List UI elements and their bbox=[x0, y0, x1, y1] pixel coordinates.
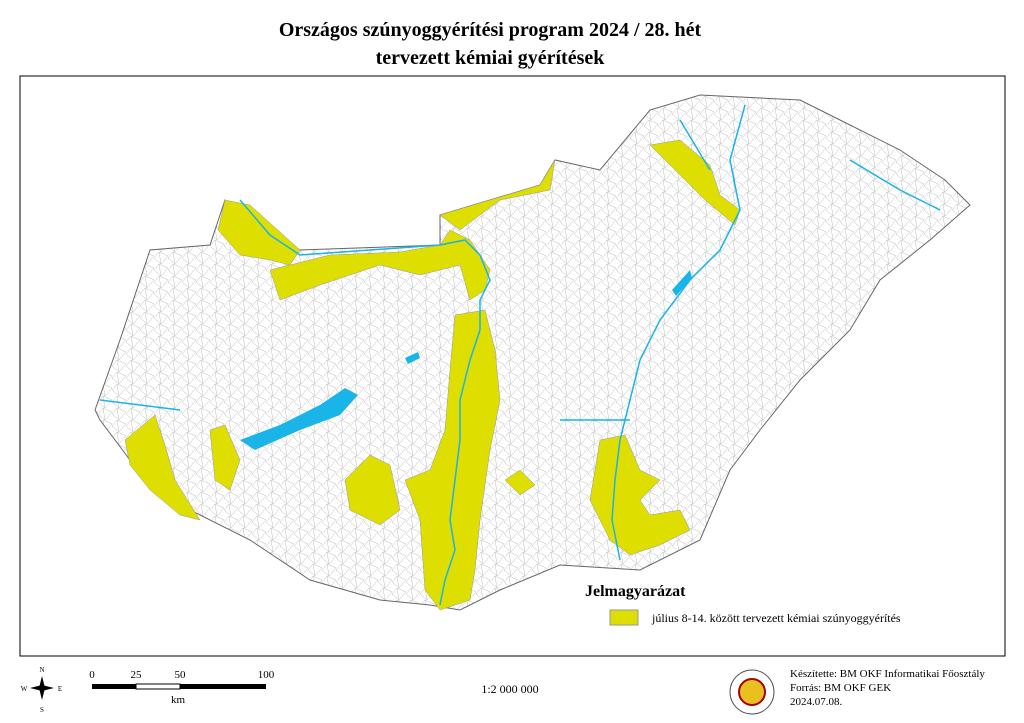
compass-s: S bbox=[40, 706, 44, 714]
logo-center bbox=[738, 678, 766, 706]
map-frame bbox=[19, 75, 1006, 657]
treated-area bbox=[209, 424, 241, 491]
title-line-1: Országos szúnyoggyérítési program 2024 /… bbox=[279, 19, 702, 41]
scale-bar: 0 25 50 100 km bbox=[89, 669, 275, 706]
compass-w: W bbox=[21, 685, 28, 693]
legend-item: július 8-14. között tervezett kémiai szú… bbox=[651, 611, 901, 625]
map-scale: 1:2 000 000 bbox=[481, 682, 538, 696]
treated-area bbox=[589, 434, 691, 556]
compass-e: E bbox=[58, 685, 62, 693]
treated-area bbox=[124, 414, 201, 521]
river-tisza bbox=[611, 104, 746, 561]
scale-label: 100 bbox=[258, 669, 275, 681]
compass-n: N bbox=[39, 666, 44, 674]
compass-rose bbox=[30, 676, 54, 700]
legend-title: Jelmagyarázat bbox=[585, 583, 686, 600]
scale-segment bbox=[92, 684, 136, 689]
scale-unit: km bbox=[171, 694, 186, 706]
title-line-2: tervezett kémiai gyérítések bbox=[376, 47, 606, 69]
scale-label: 50 bbox=[175, 669, 187, 681]
logo bbox=[729, 669, 775, 715]
treated-area bbox=[217, 199, 301, 266]
credit-date: 2024.07.08. bbox=[790, 696, 843, 708]
scale-label: 25 bbox=[131, 669, 143, 681]
scale-segment bbox=[135, 683, 181, 690]
credit-author: Készítette: BM OKF Informatikai Főosztál… bbox=[790, 668, 985, 680]
scale-segment bbox=[180, 684, 266, 689]
river bbox=[99, 119, 941, 421]
scale-label: 0 bbox=[89, 669, 95, 681]
credit-source: Forrás: BM OKF GEK bbox=[790, 682, 891, 694]
legend-swatch bbox=[609, 609, 639, 626]
country-outline bbox=[94, 94, 971, 611]
hungary-map bbox=[94, 94, 971, 611]
treated-area bbox=[439, 159, 556, 231]
river-danube bbox=[239, 199, 491, 606]
treated-area bbox=[504, 469, 536, 496]
treated-area bbox=[344, 454, 401, 526]
lake-balaton bbox=[240, 388, 358, 450]
treated-area bbox=[404, 309, 501, 611]
compass: N E S W bbox=[21, 666, 62, 714]
